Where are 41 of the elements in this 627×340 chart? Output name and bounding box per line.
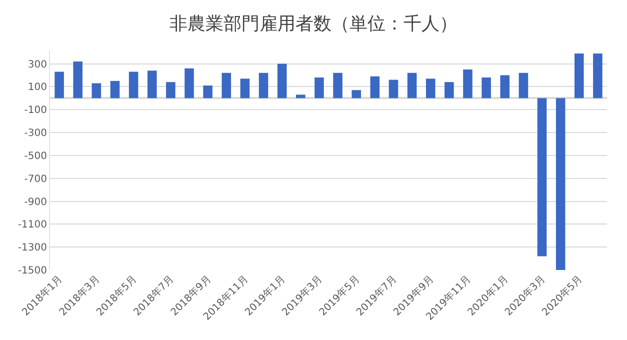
bar [314,78,324,98]
bar [518,72,528,98]
y-tick-label: -100 [24,105,47,116]
bar [128,72,138,98]
bar [426,78,436,98]
bar [296,94,306,98]
y-tick-label: -1500 [18,266,47,276]
bar [333,72,342,98]
bar [388,80,398,98]
bar [277,64,287,98]
bar [370,76,380,98]
bar [166,82,176,98]
bar [500,75,510,98]
bar [556,98,566,270]
y-tick-label: -1100 [18,220,47,231]
bar [54,72,64,98]
y-tick-label: -1300 [18,242,47,254]
bar [203,86,212,98]
bar [147,70,157,98]
y-tick-label: -300 [24,128,47,139]
y-tick-label: -700 [24,174,47,185]
bar [92,83,102,98]
chart-title: 非農業部門雇用者数（単位：千人） [170,14,458,35]
bar [407,72,417,98]
bar [537,98,547,256]
bar [482,78,491,98]
bar [110,80,120,98]
bar [574,53,584,98]
bar [258,72,268,98]
y-tick-label: 300 [28,59,47,70]
bar [222,72,232,98]
y-tick-label: -900 [24,196,47,208]
bar [240,78,250,98]
bar [73,61,82,98]
bar [352,90,361,98]
bar [463,69,472,98]
bar [184,68,194,98]
y-tick-label: 100 [28,82,47,94]
bar [444,82,454,98]
bar [593,53,602,98]
y-tick-label: -500 [24,150,47,162]
